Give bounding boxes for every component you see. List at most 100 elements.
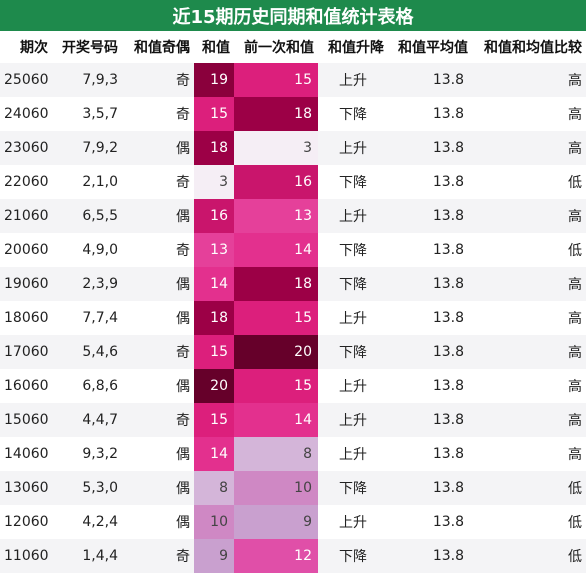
trend-cell: 下降 [318,539,388,573]
period-cell: 21060 [0,199,52,233]
parity-cell: 奇 [122,233,194,267]
compare-cell: 高 [472,301,586,335]
average-cell: 13.8 [388,539,472,573]
period-cell: 19060 [0,267,52,301]
parity-cell: 偶 [122,301,194,335]
table-title: 近15期历史同期和值统计表格 [0,0,586,31]
numbers-cell: 6,8,6 [52,369,122,403]
header-sum: 和值 [194,31,234,63]
trend-cell: 下降 [318,471,388,505]
average-cell: 13.8 [388,505,472,539]
table-row: 17060 5,4,6 奇 15 20 下降 13.8 高 [0,335,586,369]
average-cell: 13.8 [388,301,472,335]
prev-sum-cell: 15 [234,301,318,335]
compare-cell: 低 [472,165,586,199]
history-stats-table: 期次 开奖号码 和值奇偶 和值 前一次和值 和值升降 和值平均值 和值和均值比较… [0,31,586,573]
average-cell: 13.8 [388,471,472,505]
period-cell: 16060 [0,369,52,403]
parity-cell: 偶 [122,199,194,233]
average-cell: 13.8 [388,131,472,165]
numbers-cell: 2,1,0 [52,165,122,199]
numbers-cell: 9,3,2 [52,437,122,471]
prev-sum-cell: 15 [234,63,318,97]
table-row: 14060 9,3,2 偶 14 8 上升 13.8 高 [0,437,586,471]
period-cell: 13060 [0,471,52,505]
parity-cell: 偶 [122,471,194,505]
period-cell: 22060 [0,165,52,199]
table-body: 25060 7,9,3 奇 19 15 上升 13.8 高 24060 3,5,7 奇 15 18 下降 1… [0,63,586,573]
prev-sum-cell: 13 [234,199,318,233]
table-row: 20060 4,9,0 奇 13 14 下降 13.8 低 [0,233,586,267]
prev-sum-cell: 14 [234,403,318,437]
compare-cell: 高 [472,335,586,369]
sum-cell: 14 [194,437,234,471]
period-cell: 17060 [0,335,52,369]
header-compare: 和值和均值比较 [472,31,586,63]
trend-cell: 上升 [318,369,388,403]
numbers-cell: 7,9,2 [52,131,122,165]
numbers-cell: 4,4,7 [52,403,122,437]
parity-cell: 偶 [122,369,194,403]
trend-cell: 下降 [318,97,388,131]
compare-cell: 低 [472,505,586,539]
average-cell: 13.8 [388,63,472,97]
parity-cell: 偶 [122,267,194,301]
prev-sum-cell: 8 [234,437,318,471]
period-cell: 11060 [0,539,52,573]
average-cell: 13.8 [388,199,472,233]
numbers-cell: 5,3,0 [52,471,122,505]
table-header-row: 期次 开奖号码 和值奇偶 和值 前一次和值 和值升降 和值平均值 和值和均值比较 [0,31,586,63]
average-cell: 13.8 [388,403,472,437]
compare-cell: 高 [472,199,586,233]
prev-sum-cell: 18 [234,97,318,131]
trend-cell: 上升 [318,199,388,233]
numbers-cell: 7,9,3 [52,63,122,97]
numbers-cell: 2,3,9 [52,267,122,301]
header-prev-sum: 前一次和值 [234,31,318,63]
compare-cell: 低 [472,233,586,267]
sum-cell: 20 [194,369,234,403]
table-row: 11060 1,4,4 奇 9 12 下降 13.8 低 [0,539,586,573]
prev-sum-cell: 14 [234,233,318,267]
parity-cell: 奇 [122,403,194,437]
period-cell: 18060 [0,301,52,335]
trend-cell: 上升 [318,403,388,437]
header-numbers: 开奖号码 [52,31,122,63]
trend-cell: 下降 [318,233,388,267]
table-row: 21060 6,5,5 偶 16 13 上升 13.8 高 [0,199,586,233]
numbers-cell: 4,2,4 [52,505,122,539]
header-parity: 和值奇偶 [122,31,194,63]
parity-cell: 偶 [122,505,194,539]
average-cell: 13.8 [388,369,472,403]
sum-cell: 18 [194,301,234,335]
table-row: 22060 2,1,0 奇 3 16 下降 13.8 低 [0,165,586,199]
parity-cell: 奇 [122,165,194,199]
average-cell: 13.8 [388,335,472,369]
average-cell: 13.8 [388,233,472,267]
trend-cell: 上升 [318,505,388,539]
sum-cell: 18 [194,131,234,165]
period-cell: 12060 [0,505,52,539]
table-row: 15060 4,4,7 奇 15 14 上升 13.8 高 [0,403,586,437]
header-period: 期次 [0,31,52,63]
sum-cell: 15 [194,335,234,369]
prev-sum-cell: 10 [234,471,318,505]
compare-cell: 高 [472,437,586,471]
numbers-cell: 1,4,4 [52,539,122,573]
compare-cell: 高 [472,63,586,97]
compare-cell: 低 [472,471,586,505]
numbers-cell: 3,5,7 [52,97,122,131]
compare-cell: 高 [472,131,586,165]
compare-cell: 高 [472,369,586,403]
header-average: 和值平均值 [388,31,472,63]
period-cell: 23060 [0,131,52,165]
compare-cell: 高 [472,403,586,437]
numbers-cell: 7,7,4 [52,301,122,335]
compare-cell: 高 [472,97,586,131]
average-cell: 13.8 [388,97,472,131]
average-cell: 13.8 [388,165,472,199]
numbers-cell: 6,5,5 [52,199,122,233]
prev-sum-cell: 20 [234,335,318,369]
sum-cell: 9 [194,539,234,573]
period-cell: 25060 [0,63,52,97]
